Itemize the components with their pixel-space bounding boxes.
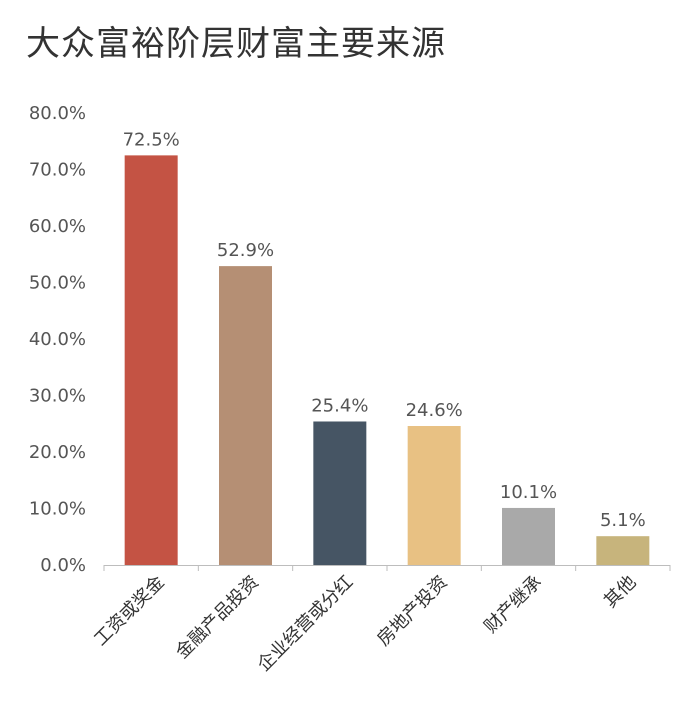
data-label: 52.9% [217,240,274,261]
y-tick-label: 30.0% [29,386,86,407]
y-tick-label: 40.0% [29,329,86,350]
chart-title: 大众富裕阶层财富主要来源 [26,24,446,64]
bar-1 [124,155,178,565]
bar-2 [219,266,272,565]
y-tick-label: 20.0% [29,442,86,463]
data-label: 25.4% [311,395,368,416]
bar-3 [313,421,367,565]
category-label: 财产继承 [480,572,546,638]
y-tick-label: 70.0% [29,160,86,181]
y-tick-label: 80.0% [29,103,86,124]
category-label: 金融产品投资 [172,572,263,663]
y-tick-label: 50.0% [29,273,86,294]
data-label: 10.1% [500,482,557,503]
bar-5 [502,507,555,565]
data-label: 5.1% [600,510,646,531]
bar-4 [407,426,461,565]
y-tick-label: 10.0% [29,499,86,520]
y-tick-label: 0.0% [40,555,86,576]
category-label: 工资或奖金 [90,572,168,650]
category-label: 企业经营或分红 [253,572,357,676]
data-label: 72.5% [123,129,180,150]
data-label: 24.6% [406,400,463,421]
category-label: 房地产投资 [373,572,451,650]
y-tick-label: 60.0% [29,216,86,237]
bar-6 [596,536,650,565]
category-label: 其他 [600,572,640,612]
